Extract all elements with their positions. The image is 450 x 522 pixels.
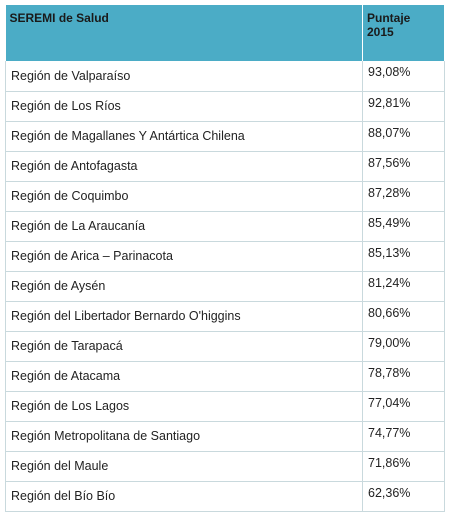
table-row: Región de Valparaíso 93,08% bbox=[5, 61, 445, 92]
header-cell: Puntaje 2015 bbox=[362, 5, 445, 61]
region-cell: Región de Los Lagos bbox=[5, 391, 363, 422]
table-row: Región de Aysén 81,24% bbox=[5, 271, 445, 302]
table-row: Región de Atacama 78,78% bbox=[5, 361, 445, 392]
table-header: SEREMI de Salud Puntaje 2015 bbox=[5, 5, 445, 61]
region-cell: Región Metropolitana de Santiago bbox=[5, 421, 363, 452]
region-cell: Región del Bío Bío bbox=[5, 481, 363, 512]
score-cell: 88,07% bbox=[362, 121, 445, 152]
score-cell: 87,28% bbox=[362, 181, 445, 212]
table-row: Región de La Araucanía 85,49% bbox=[5, 211, 445, 242]
score-table: SEREMI de Salud Puntaje 2015 Región de V… bbox=[5, 5, 445, 512]
score-cell: 62,36% bbox=[362, 481, 445, 512]
header-row: SEREMI de Salud Puntaje 2015 bbox=[5, 5, 445, 61]
table-row: Región de Arica – Parinacota 85,13% bbox=[5, 241, 445, 272]
table-row: Región de Los Ríos 92,81% bbox=[5, 91, 445, 122]
table-row: Región de Magallanes Y Antártica Chilena… bbox=[5, 121, 445, 152]
table-row: Región del Bío Bío 62,36% bbox=[5, 481, 445, 512]
region-cell: Región de Antofagasta bbox=[5, 151, 363, 182]
region-cell: Región de La Araucanía bbox=[5, 211, 363, 242]
score-cell: 80,66% bbox=[362, 301, 445, 332]
table-row: Región de Tarapacá 79,00% bbox=[5, 331, 445, 362]
region-cell: Región del Libertador Bernardo O'higgins bbox=[5, 301, 363, 332]
table-row: Región del Maule 71,86% bbox=[5, 451, 445, 482]
score-cell: 92,81% bbox=[362, 91, 445, 122]
table-row: Región de Los Lagos 77,04% bbox=[5, 391, 445, 422]
score-cell: 93,08% bbox=[362, 61, 445, 92]
table-row: Región de Antofagasta 87,56% bbox=[5, 151, 445, 182]
region-cell: Región de Tarapacá bbox=[5, 331, 363, 362]
score-cell: 85,13% bbox=[362, 241, 445, 272]
region-cell: Región de Valparaíso bbox=[5, 61, 363, 92]
score-cell: 71,86% bbox=[362, 451, 445, 482]
region-cell: Región de Aysén bbox=[5, 271, 363, 302]
score-cell: 85,49% bbox=[362, 211, 445, 242]
region-cell: Región de Coquimbo bbox=[5, 181, 363, 212]
score-cell: 87,56% bbox=[362, 151, 445, 182]
region-cell: Región de Atacama bbox=[5, 361, 363, 392]
table-body: Región de Valparaíso 93,08% Región de Los … bbox=[5, 61, 445, 512]
header-cell: SEREMI de Salud bbox=[5, 5, 363, 61]
score-cell: 74,77% bbox=[362, 421, 445, 452]
region-cell: Región de Magallanes Y Antártica Chilena bbox=[5, 121, 363, 152]
score-cell: 79,00% bbox=[362, 331, 445, 362]
region-cell: Región de Arica – Parinacota bbox=[5, 241, 363, 272]
table-row: Región de Coquimbo 87,28% bbox=[5, 181, 445, 212]
region-cell: Región del Maule bbox=[5, 451, 363, 482]
table-row: Región del Libertador Bernardo O'higgins… bbox=[5, 301, 445, 332]
table-row: Región Metropolitana de Santiago 74,77% bbox=[5, 421, 445, 452]
score-cell: 78,78% bbox=[362, 361, 445, 392]
score-cell: 81,24% bbox=[362, 271, 445, 302]
region-cell: Región de Los Ríos bbox=[5, 91, 363, 122]
score-cell: 77,04% bbox=[362, 391, 445, 422]
